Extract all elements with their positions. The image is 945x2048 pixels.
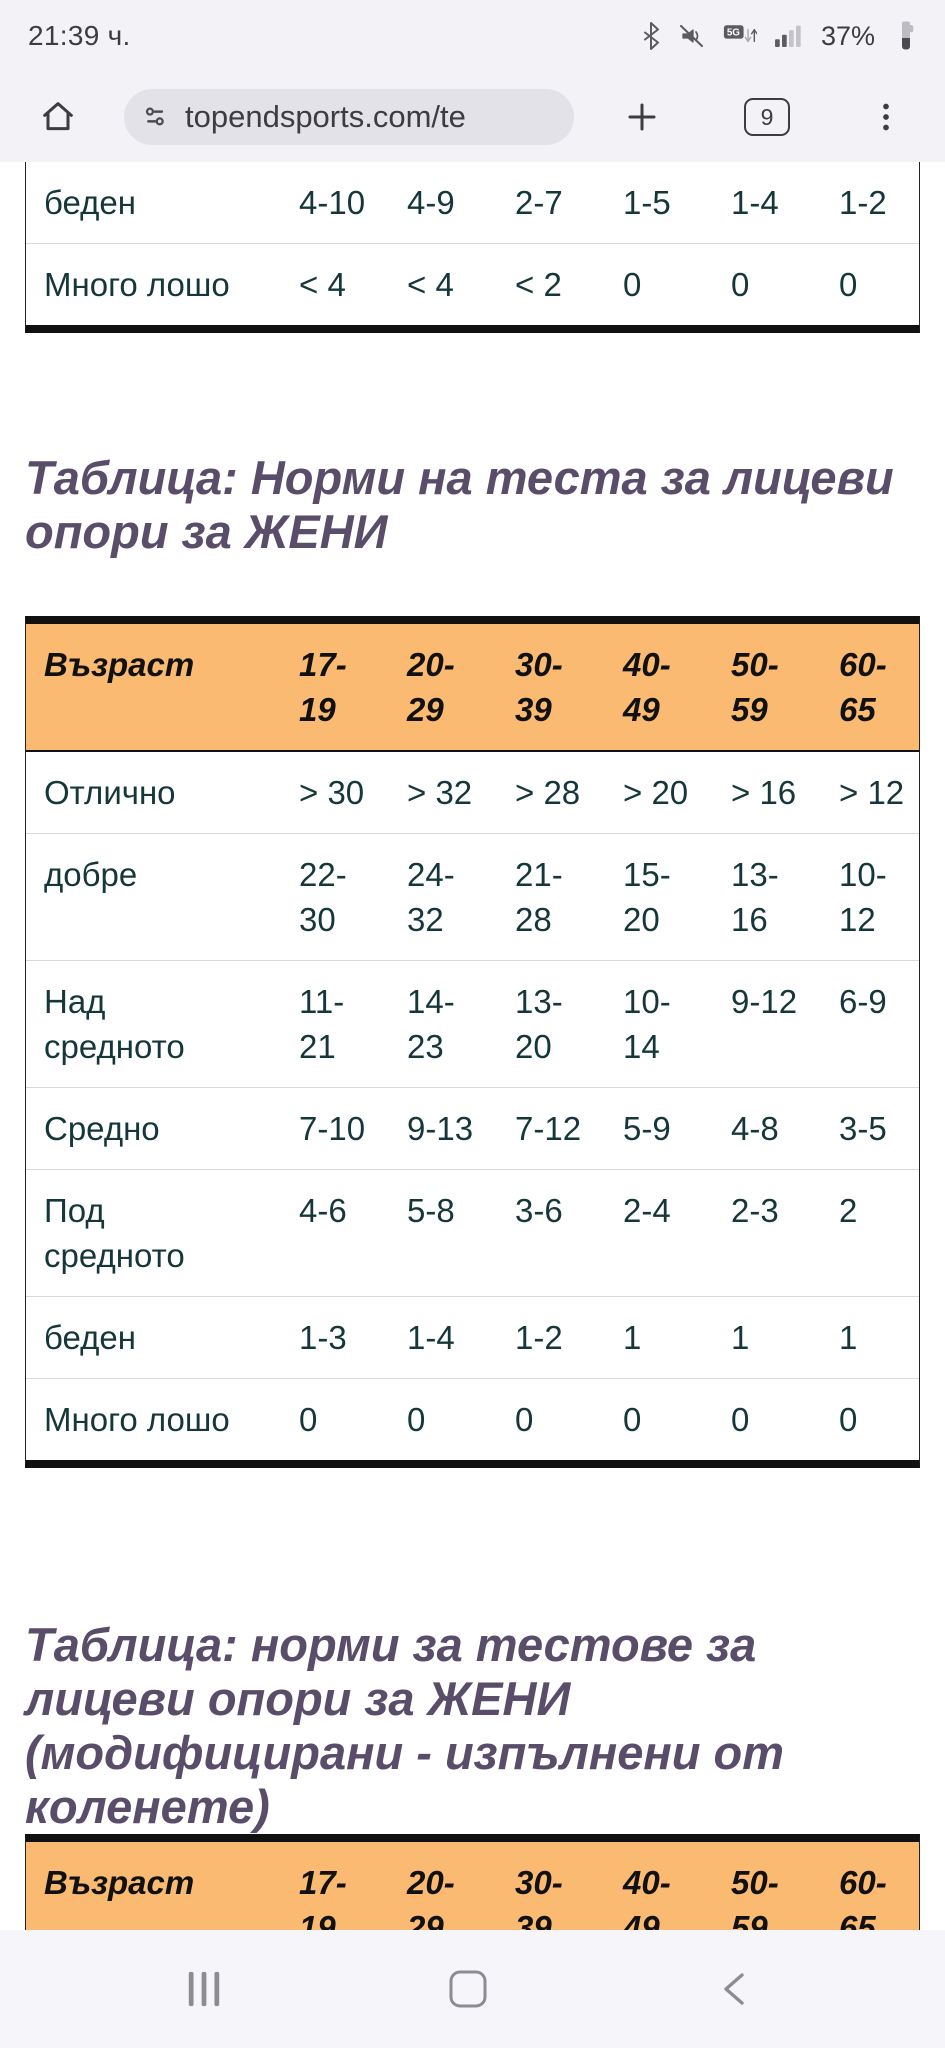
svg-text:5G: 5G <box>727 28 740 39</box>
